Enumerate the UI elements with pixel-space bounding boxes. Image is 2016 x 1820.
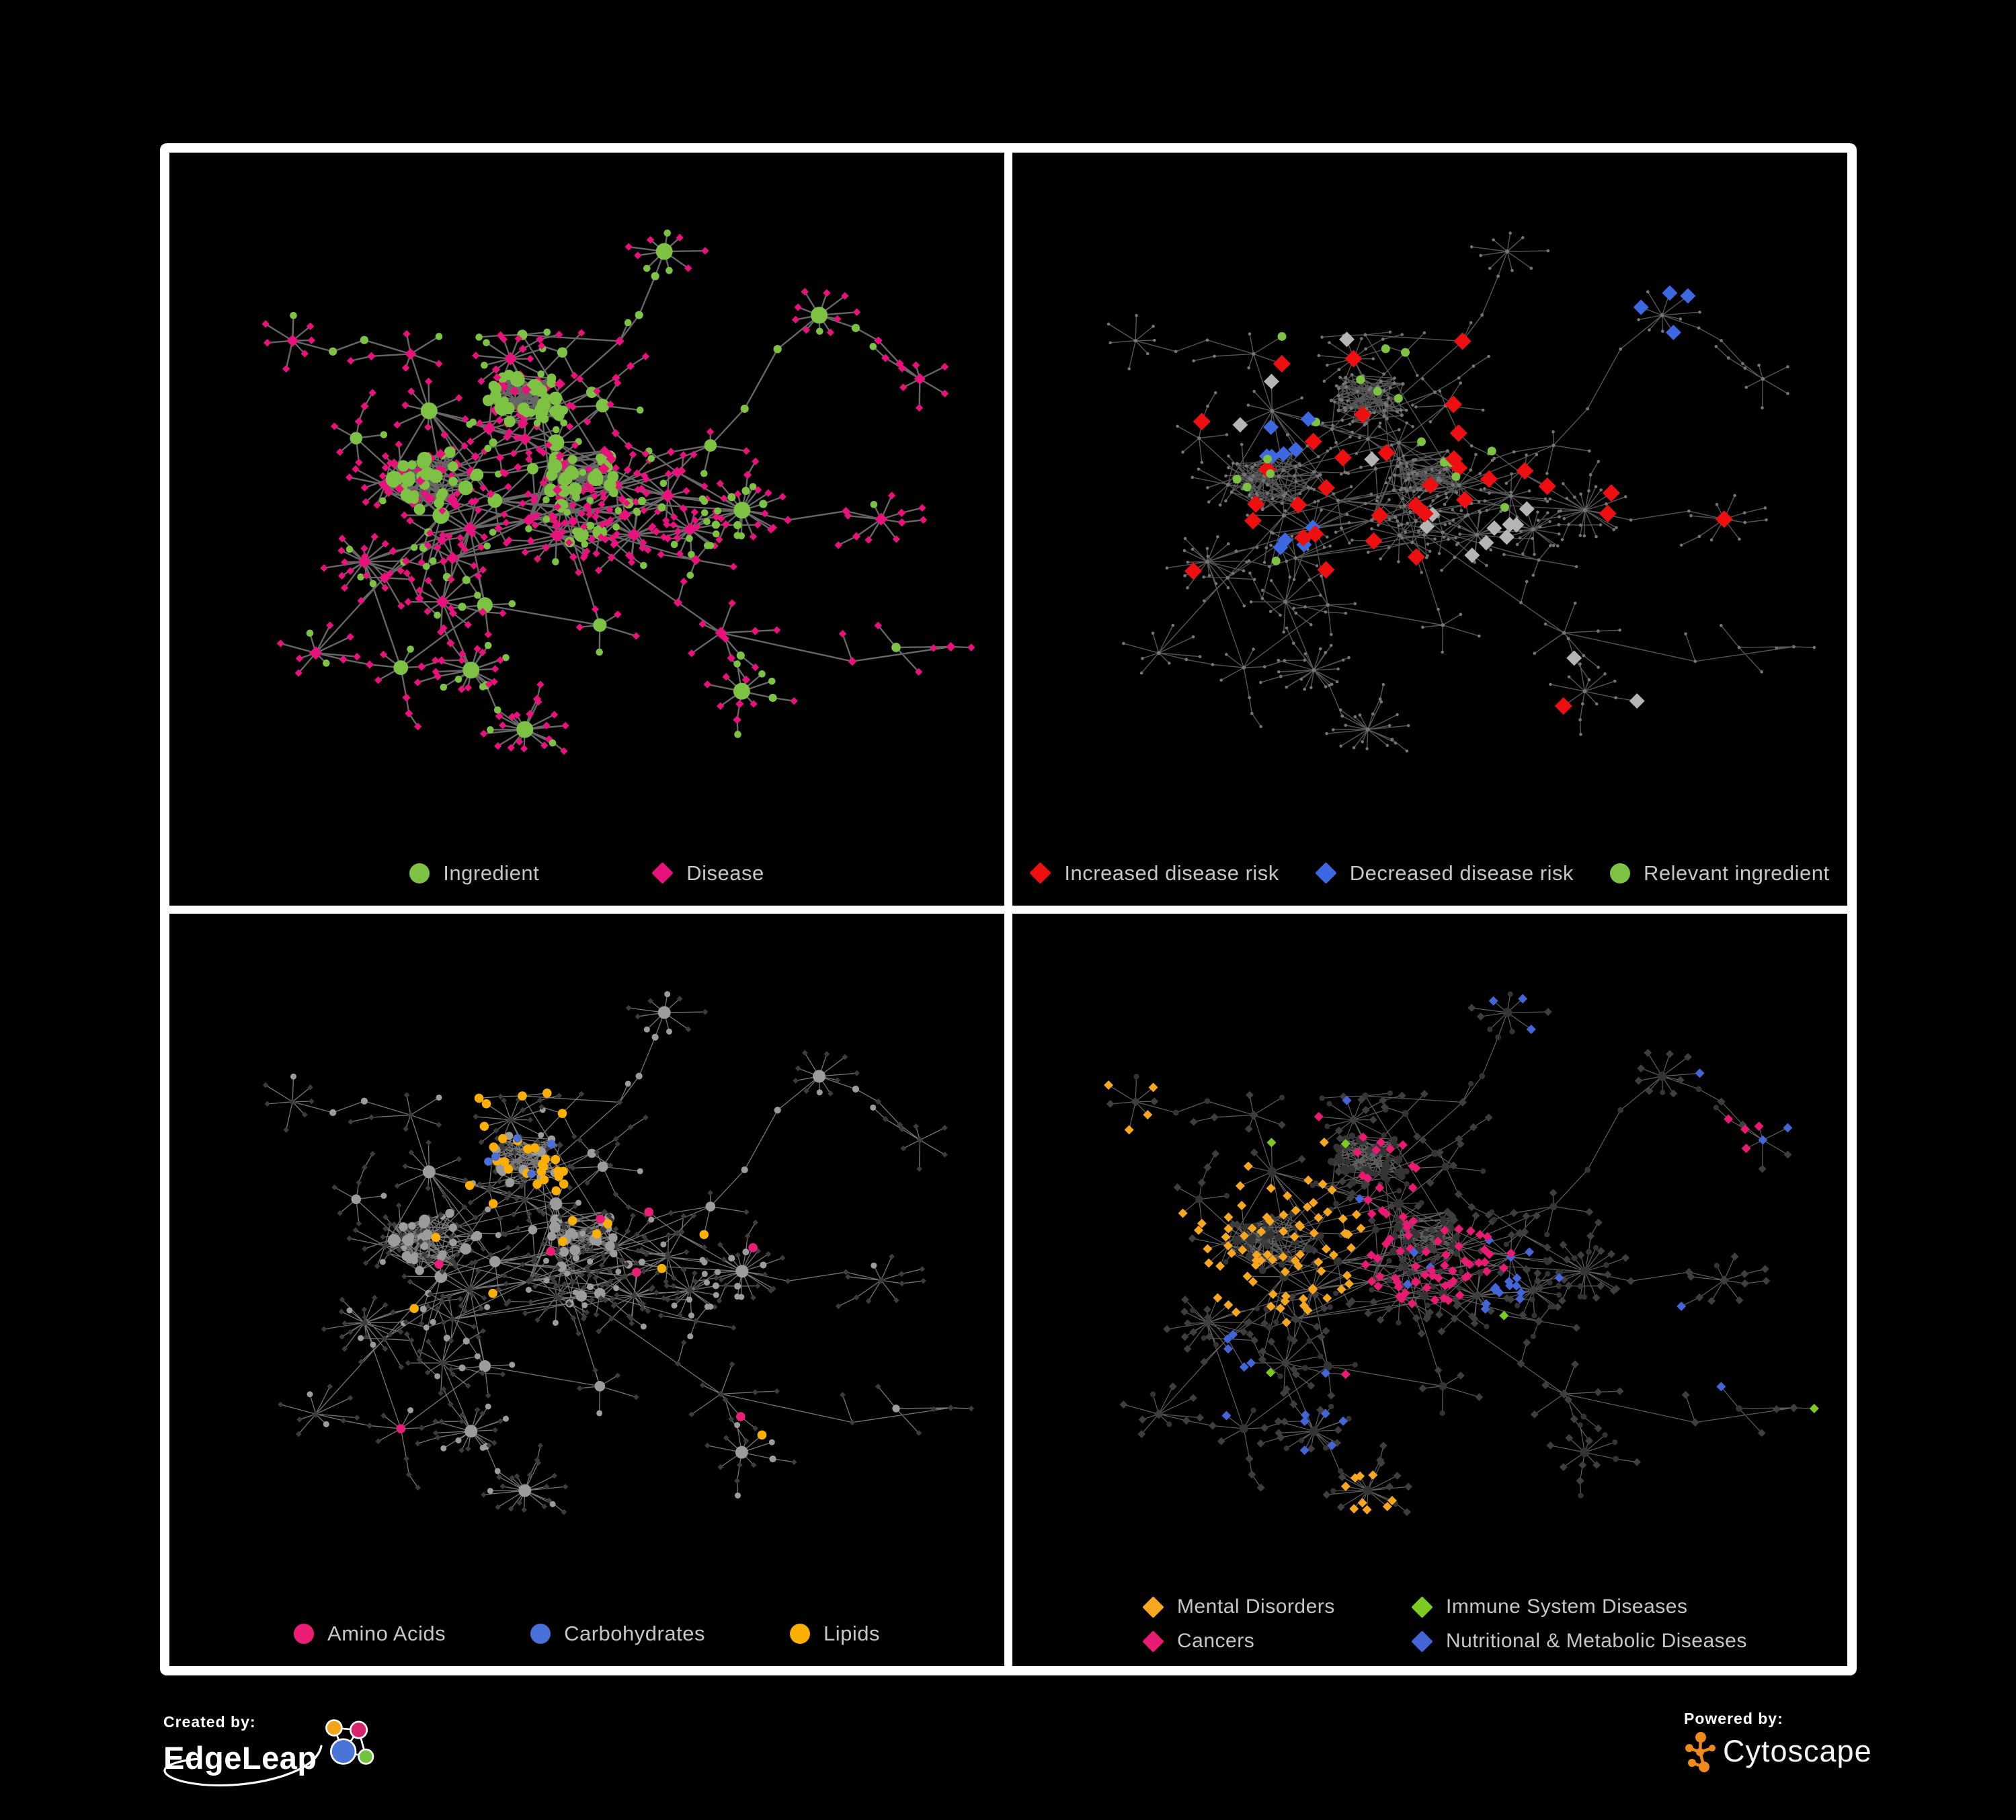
figure-frame: Ingredient Disease Increased disease risk… (160, 143, 1857, 1675)
legend-label: Carbohydrates (564, 1622, 705, 1645)
legend-swatch-circle (409, 863, 430, 883)
legend-label: Increased disease risk (1064, 861, 1279, 885)
legend-item-disease: Disease (651, 861, 764, 885)
network-edges (1108, 994, 1814, 1513)
cytoscape-wordmark: Cytoscape (1723, 1734, 1872, 1768)
legend-label: Decreased disease risk (1349, 861, 1574, 885)
legend-disease-risk: Increased disease risk Decreased disease … (1012, 861, 1847, 885)
legend-label: Lipids (823, 1622, 880, 1645)
network-panel-disease-risk: Increased disease risk Decreased disease … (1012, 153, 1847, 906)
network-panel-ingredient-disease: Ingredient Disease (169, 153, 1004, 906)
network-nodes (1106, 231, 1816, 753)
powered-by-label: Powered by: (1684, 1710, 1783, 1727)
legend-swatch-circle (1610, 863, 1630, 883)
network-edges (265, 233, 971, 752)
disease-risk-network-graph (1106, 231, 1816, 753)
disease-classes-network-graph (1104, 991, 1819, 1516)
legend-disease-classes: Mental Disorders Immune System Diseases Ca… (1142, 1595, 1747, 1653)
network-panel-ingredient-classes: Amino Acids Carbohydrates Lipids (169, 913, 1004, 1666)
legend-label: Nutritional & Metabolic Diseases (1446, 1630, 1747, 1652)
network-edges (1108, 233, 1814, 752)
legend-swatch-circle (294, 1624, 315, 1644)
edgeleap-credit: Created by: EdgeLeap (163, 1713, 375, 1787)
legend-item-mental-disorders: Mental Disorders (1142, 1595, 1412, 1618)
legend-swatch-diamond (1315, 862, 1337, 884)
legend-item-increased-disease-risk: Increased disease risk (1029, 861, 1279, 885)
ingredient-classes-network-graph (262, 990, 975, 1515)
edgeleap-wordmark: EdgeLeap (163, 1739, 317, 1776)
legend-swatch-diamond (1142, 1595, 1164, 1618)
edgeleap-logo-icon (325, 1719, 374, 1765)
legend-swatch-diamond (651, 862, 674, 884)
legend-item-decreased-disease-risk: Decreased disease risk (1315, 861, 1574, 885)
legend-label: Mental Disorders (1177, 1595, 1335, 1618)
legend-item-carbohydrates: Carbohydrates (530, 1622, 705, 1646)
legend-label: Cancers (1177, 1630, 1255, 1652)
legend-swatch-diamond (1411, 1630, 1433, 1653)
ingredient-disease-network-graph (261, 229, 975, 755)
network-nodes (261, 229, 975, 755)
legend-swatch-diamond (1142, 1630, 1164, 1653)
legend-label: Disease (686, 861, 764, 885)
legend-label: Ingredient (443, 861, 540, 885)
created-by-label: Created by: (163, 1713, 256, 1731)
network-panel-disease-classes: Mental Disorders Immune System Diseases Ca… (1012, 913, 1847, 1666)
legend-item-nutritional-metabolic-diseases: Nutritional & Metabolic Diseases (1411, 1630, 1747, 1653)
legend-ingredient-disease: Ingredient Disease (169, 861, 1004, 885)
network-nodes (262, 990, 975, 1515)
cytoscape-logo-icon (1685, 1732, 1716, 1772)
legend-item-amino-acids: Amino Acids (294, 1622, 446, 1646)
legend-item-lipids: Lipids (789, 1622, 880, 1646)
legend-item-immune-system-diseases: Immune System Diseases (1411, 1595, 1747, 1618)
legend-label: Relevant ingredient (1644, 861, 1830, 885)
legend-swatch-circle (789, 1624, 810, 1644)
legend-item-relevant-ingredient: Relevant ingredient (1610, 861, 1830, 885)
legend-item-cancers: Cancers (1142, 1630, 1412, 1653)
legend-item-ingredient: Ingredient (409, 861, 539, 885)
legend-swatch-diamond (1029, 862, 1052, 884)
legend-label: Immune System Diseases (1446, 1595, 1688, 1618)
legend-label: Amino Acids (327, 1622, 446, 1645)
legend-swatch-circle (530, 1624, 551, 1644)
cytoscape-credit: Powered by: Cytoscape (1684, 1710, 1872, 1772)
legend-swatch-diamond (1411, 1595, 1433, 1618)
legend-ingredient-classes: Amino Acids Carbohydrates Lipids (169, 1622, 1004, 1646)
network-nodes (1104, 991, 1819, 1516)
network-edges (265, 994, 971, 1513)
